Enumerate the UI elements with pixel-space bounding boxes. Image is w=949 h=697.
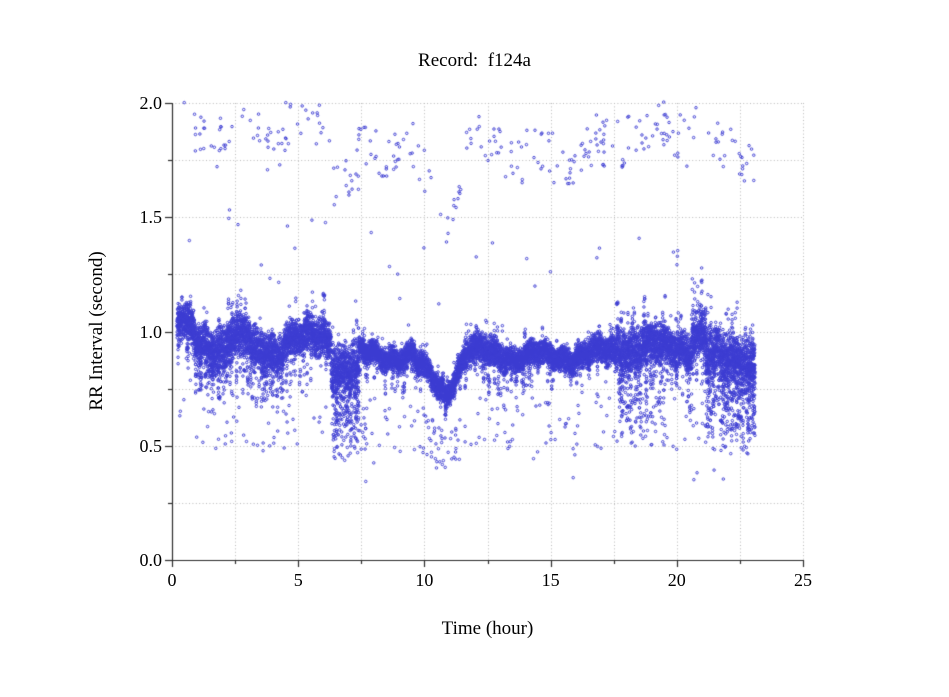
y-tick-label-0.5: 0.5 <box>139 435 163 456</box>
x-tick-label-15: 15 <box>541 570 560 590</box>
x-axis-title: Time (hour) <box>441 618 534 639</box>
y-tick-label-0.0: 0.0 <box>139 550 163 570</box>
x-tick-label-10: 10 <box>415 570 434 590</box>
y-tick-label-1.0: 1.0 <box>139 321 163 342</box>
chart-title: Record: f124a <box>418 50 531 71</box>
x-tick-label-25: 25 <box>794 570 812 590</box>
x-tick-label-20: 20 <box>667 570 686 590</box>
x-tick-label-0: 0 <box>167 570 177 590</box>
y-tick-label-1.5: 1.5 <box>139 207 163 228</box>
y-tick-label-2.0: 2.0 <box>139 93 163 113</box>
y-axis-title: RR Interval (second) <box>86 251 107 411</box>
x-tick-label-5: 5 <box>293 570 303 590</box>
